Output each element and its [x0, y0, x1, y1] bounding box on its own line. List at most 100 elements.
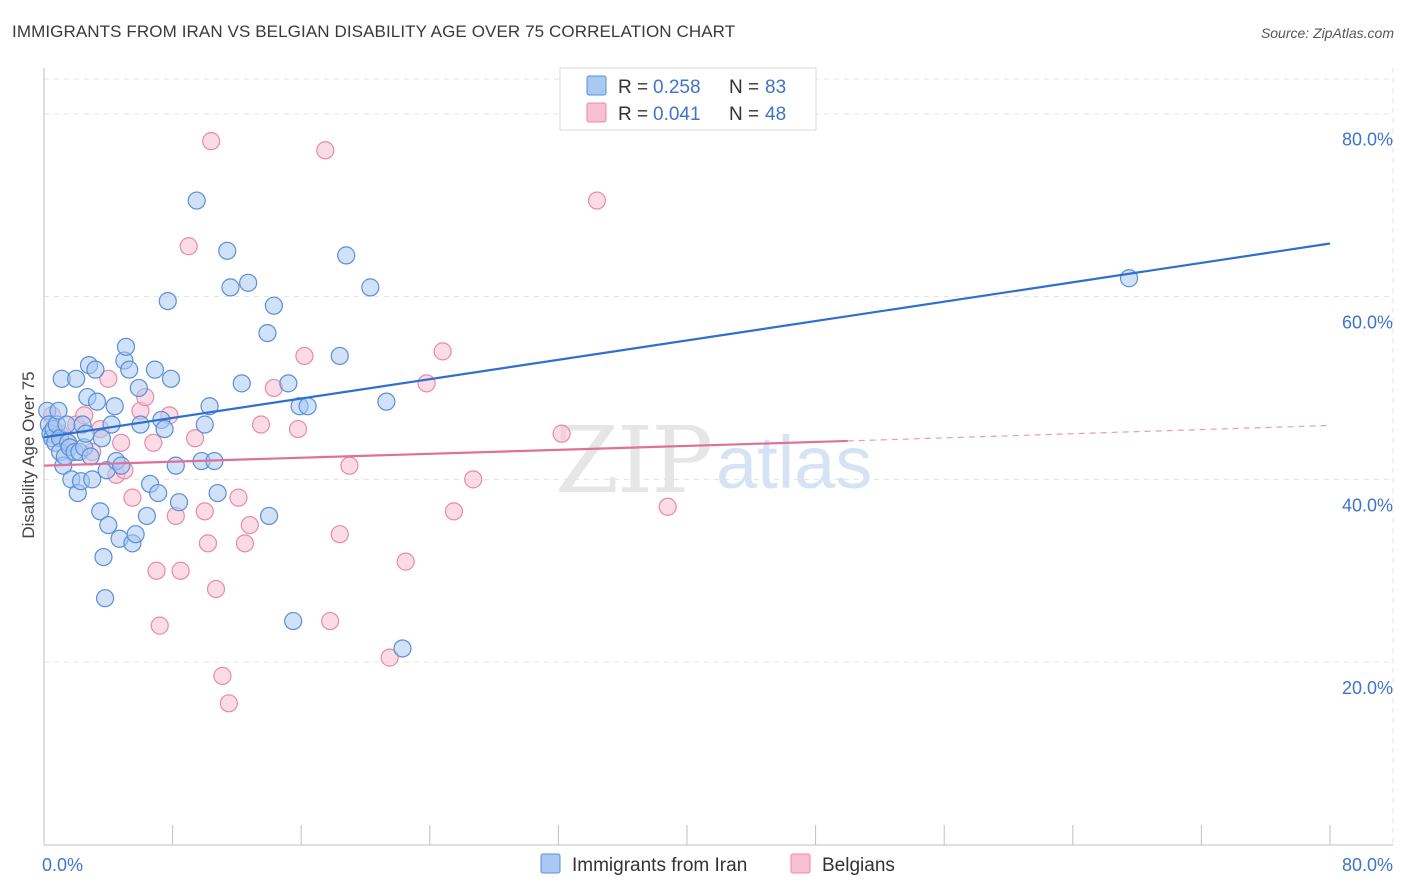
iran-point-70: [259, 506, 279, 526]
iran-point-55: [158, 292, 177, 311]
iran-point-29: [86, 360, 105, 379]
y-tick-label-1: 40.0%: [1342, 495, 1393, 515]
belgians-point-41: [464, 470, 483, 489]
trend-line-belgians: [43, 439, 848, 467]
iran-point-34: [95, 589, 115, 608]
belgians-point-28: [240, 515, 259, 535]
y-tick-label-3: 80.0%: [1342, 130, 1393, 150]
y-tick-label-2: 60.0%: [1342, 313, 1393, 333]
belgians-point-43: [587, 191, 607, 210]
belgians-point-38: [417, 374, 436, 393]
iran-point-31: [91, 502, 110, 521]
iran-point-64: [208, 483, 227, 503]
x-tick-label-max: 80.0%: [1342, 855, 1393, 875]
y-tick-labels: 20.0% 40.0% 60.0% 80.0%: [1342, 130, 1393, 698]
belgians-point-34: [330, 525, 349, 544]
legend-r-label-iran: R =: [618, 77, 648, 98]
belgians-point-36: [380, 648, 399, 667]
belgians-point-40: [444, 502, 464, 521]
belgians-point-27: [235, 534, 255, 553]
iran-point-66: [221, 278, 240, 297]
source-label: Source: ZipAtlas.com: [1260, 25, 1394, 41]
trend-line-belgians-extension: [847, 424, 1331, 442]
chart-title: IMMIGRANTS FROM IRAN VS BELGIAN DISABILI…: [12, 22, 736, 41]
legend-swatch-belgians: [586, 102, 607, 123]
legend-r-value-belgians: 0.041: [653, 104, 701, 125]
iran-point-71: [264, 296, 283, 315]
axes: [43, 68, 1393, 846]
belgians-point-19: [179, 237, 198, 256]
iran-point-47: [129, 378, 148, 398]
iran-point-28: [83, 470, 102, 489]
iran-point-52: [149, 483, 168, 503]
legend-n-value-iran: 83: [765, 77, 786, 98]
iran-point-7: [49, 401, 68, 420]
legend-r-label-belgians: R =: [618, 104, 648, 125]
watermark: ZIP atlas: [555, 407, 872, 514]
iran-point-27: [81, 447, 100, 466]
belgians-point-39: [433, 342, 452, 361]
watermark-zip: ZIP: [555, 407, 711, 514]
belgians-point-45: [202, 132, 221, 151]
iran-point-18: [67, 369, 86, 388]
belgians-point-18: [171, 561, 190, 580]
iran-point-75: [298, 397, 317, 416]
iran-point-37: [102, 415, 121, 434]
belgians-point-31: [288, 419, 308, 439]
belgians-point-42: [552, 424, 571, 443]
iran-point-69: [258, 323, 277, 343]
belgians-point-32: [295, 346, 314, 366]
belgians-point-14: [147, 561, 166, 580]
iran-point-44: [120, 360, 139, 379]
legend-r-value-iran: 0.258: [653, 77, 701, 98]
belgians-point-29: [251, 415, 271, 434]
belgians-point-13: [144, 433, 163, 452]
iran-point-73: [284, 611, 303, 631]
belgians-point-7: [99, 369, 118, 388]
iran-point-62: [200, 397, 219, 416]
iran-point-65: [218, 241, 237, 260]
iran-point-72: [279, 374, 298, 393]
iran-point-76: [330, 346, 349, 366]
iran-point-49: [137, 506, 156, 526]
iran-point-36: [99, 515, 118, 535]
legend-n-label-iran: N =: [729, 77, 759, 98]
iran-point-58: [169, 493, 189, 512]
bottom-legend-swatch-iran: [540, 853, 561, 874]
iran-point-56: [161, 369, 181, 388]
series-legend: Immigrants from Iran Belgians: [540, 853, 895, 876]
stats-legend: R = 0.258 N = 83 R = 0.041 N = 48: [559, 67, 817, 131]
belgians-point-44: [658, 497, 677, 516]
belgians-point-35: [340, 456, 359, 475]
iran-point-30: [87, 392, 107, 411]
bottom-legend-label-belgians: Belgians: [822, 855, 895, 876]
iran-point-46: [126, 525, 145, 544]
iran-point-32: [92, 429, 111, 448]
belgians-point-22: [198, 534, 218, 553]
iran-point-77: [337, 246, 356, 265]
iran-point-68: [239, 273, 258, 292]
iran-point-51: [145, 360, 165, 379]
iran-point-13: [57, 415, 76, 434]
iran-point-80: [393, 639, 412, 658]
trend-lines: [43, 242, 1331, 467]
y-axis-label: Disability Age Over 75: [19, 371, 38, 538]
belgians-point-24: [213, 666, 232, 685]
bottom-legend-swatch-belgians: [790, 853, 811, 874]
belgians-point-47: [112, 433, 131, 452]
iran-point-78: [361, 278, 380, 297]
watermark-atlas: atlas: [716, 421, 872, 504]
trend-line-iran: [43, 242, 1331, 439]
iran-point-57: [166, 456, 185, 475]
belgians-point-37: [396, 552, 415, 571]
legend-swatch-iran: [586, 75, 607, 96]
belgians-point-25: [219, 694, 238, 713]
belgians-point-23: [206, 579, 226, 599]
iran-point-33: [94, 547, 113, 567]
belgians-point-21: [195, 502, 214, 521]
iran-point-67: [232, 374, 251, 393]
iran-point-38: [105, 397, 124, 416]
legend-n-value-belgians: 48: [765, 104, 786, 125]
iran-point-61: [195, 415, 214, 434]
